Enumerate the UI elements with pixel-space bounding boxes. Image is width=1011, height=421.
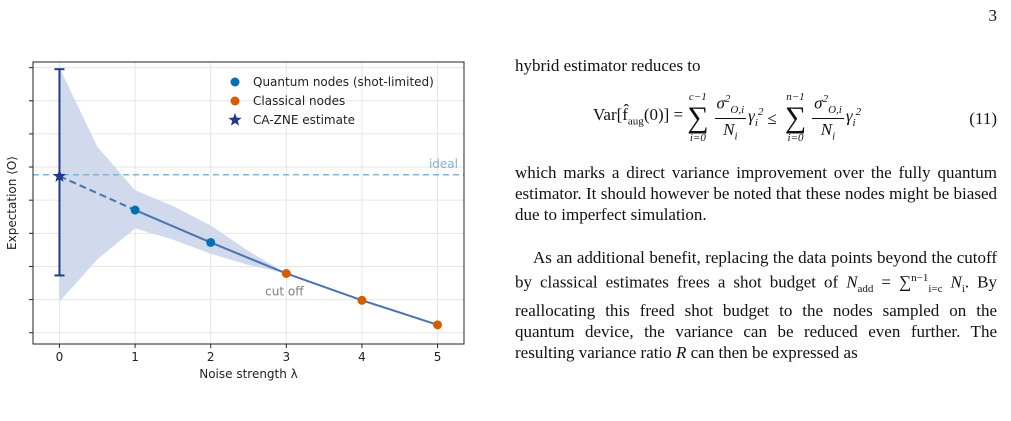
- leq-sign: ≤: [767, 108, 777, 128]
- classical-node-point: [433, 320, 443, 330]
- paragraph-shot-budget: As an additional benefit, replacing the …: [515, 248, 998, 363]
- classical-node-point: [281, 269, 291, 278]
- sum-1: c−1 ∑ i=0: [687, 91, 709, 144]
- uncertainty-band-area: [59, 67, 438, 325]
- x-axis-label: Noise strength λ: [199, 367, 298, 381]
- extrapolation-line: [59, 175, 136, 211]
- fraction-2: σ2O,i Ni: [812, 93, 844, 143]
- uncertainty-band: [59, 67, 438, 325]
- page-number: 3: [988, 6, 998, 25]
- legend-marker-star: [228, 113, 242, 126]
- y-axis-label: Expectation ⟨O⟩: [5, 156, 19, 250]
- x-tick-label: 1: [131, 350, 139, 364]
- ideal-label: ideal: [429, 157, 458, 171]
- legend-marker: [230, 77, 240, 87]
- axes: 0 1 2 3 4 5 Noise strength λ Expectation ⟨O⟩: [5, 61, 465, 381]
- fraction-1: σ2O,i Ni: [714, 93, 747, 143]
- gamma-term-2: γi2: [845, 105, 862, 130]
- figure-chart: ideal cut off 0 1 2 3 4 5 Noise strength λ Expec…: [5, 61, 465, 381]
- legend-label: Classical nodes: [253, 94, 345, 108]
- classical-node-point: [357, 295, 367, 305]
- x-tick-label: 3: [282, 350, 290, 364]
- equation-11: Var[f̂aug(0)] = c−1 ∑ i=0 σ2O,i Ni γi2 ≤…: [515, 80, 997, 156]
- estimate-point: [52, 169, 67, 182]
- x-tick-label: 0: [56, 350, 64, 364]
- paragraph-variance-improvement: which marks a direct variance improvemen…: [515, 163, 997, 224]
- quantum-node-point: [130, 205, 140, 215]
- fit-lines: ideal cut off: [33, 157, 464, 326]
- eq-lhs: Var[f̂aug(0)] =: [593, 104, 684, 128]
- legend: Quantum nodes (shot-limited) Classical no…: [228, 75, 434, 127]
- equation-number: (11): [969, 109, 997, 128]
- cutoff-label: cut off: [265, 285, 304, 299]
- x-tick-label: 5: [434, 350, 442, 364]
- legend-label: CA-ZNE estimate: [253, 113, 355, 127]
- legend-marker: [230, 96, 240, 106]
- x-tick-label: 4: [358, 350, 366, 364]
- data-points: [52, 68, 443, 330]
- x-tick-label: 2: [207, 350, 215, 364]
- paragraph-intro: hybrid estimator reduces to: [515, 56, 701, 75]
- gamma-term-1: γi2: [748, 105, 764, 130]
- quantum-node-point: [206, 237, 216, 247]
- sum-2: n−1 ∑ i=0: [784, 91, 807, 144]
- text-column: hybrid estimator reduces to Var[f̂aug(0)…: [515, 55, 997, 363]
- legend-label: Quantum nodes (shot-limited): [253, 75, 434, 89]
- plot-frame: [32, 61, 465, 345]
